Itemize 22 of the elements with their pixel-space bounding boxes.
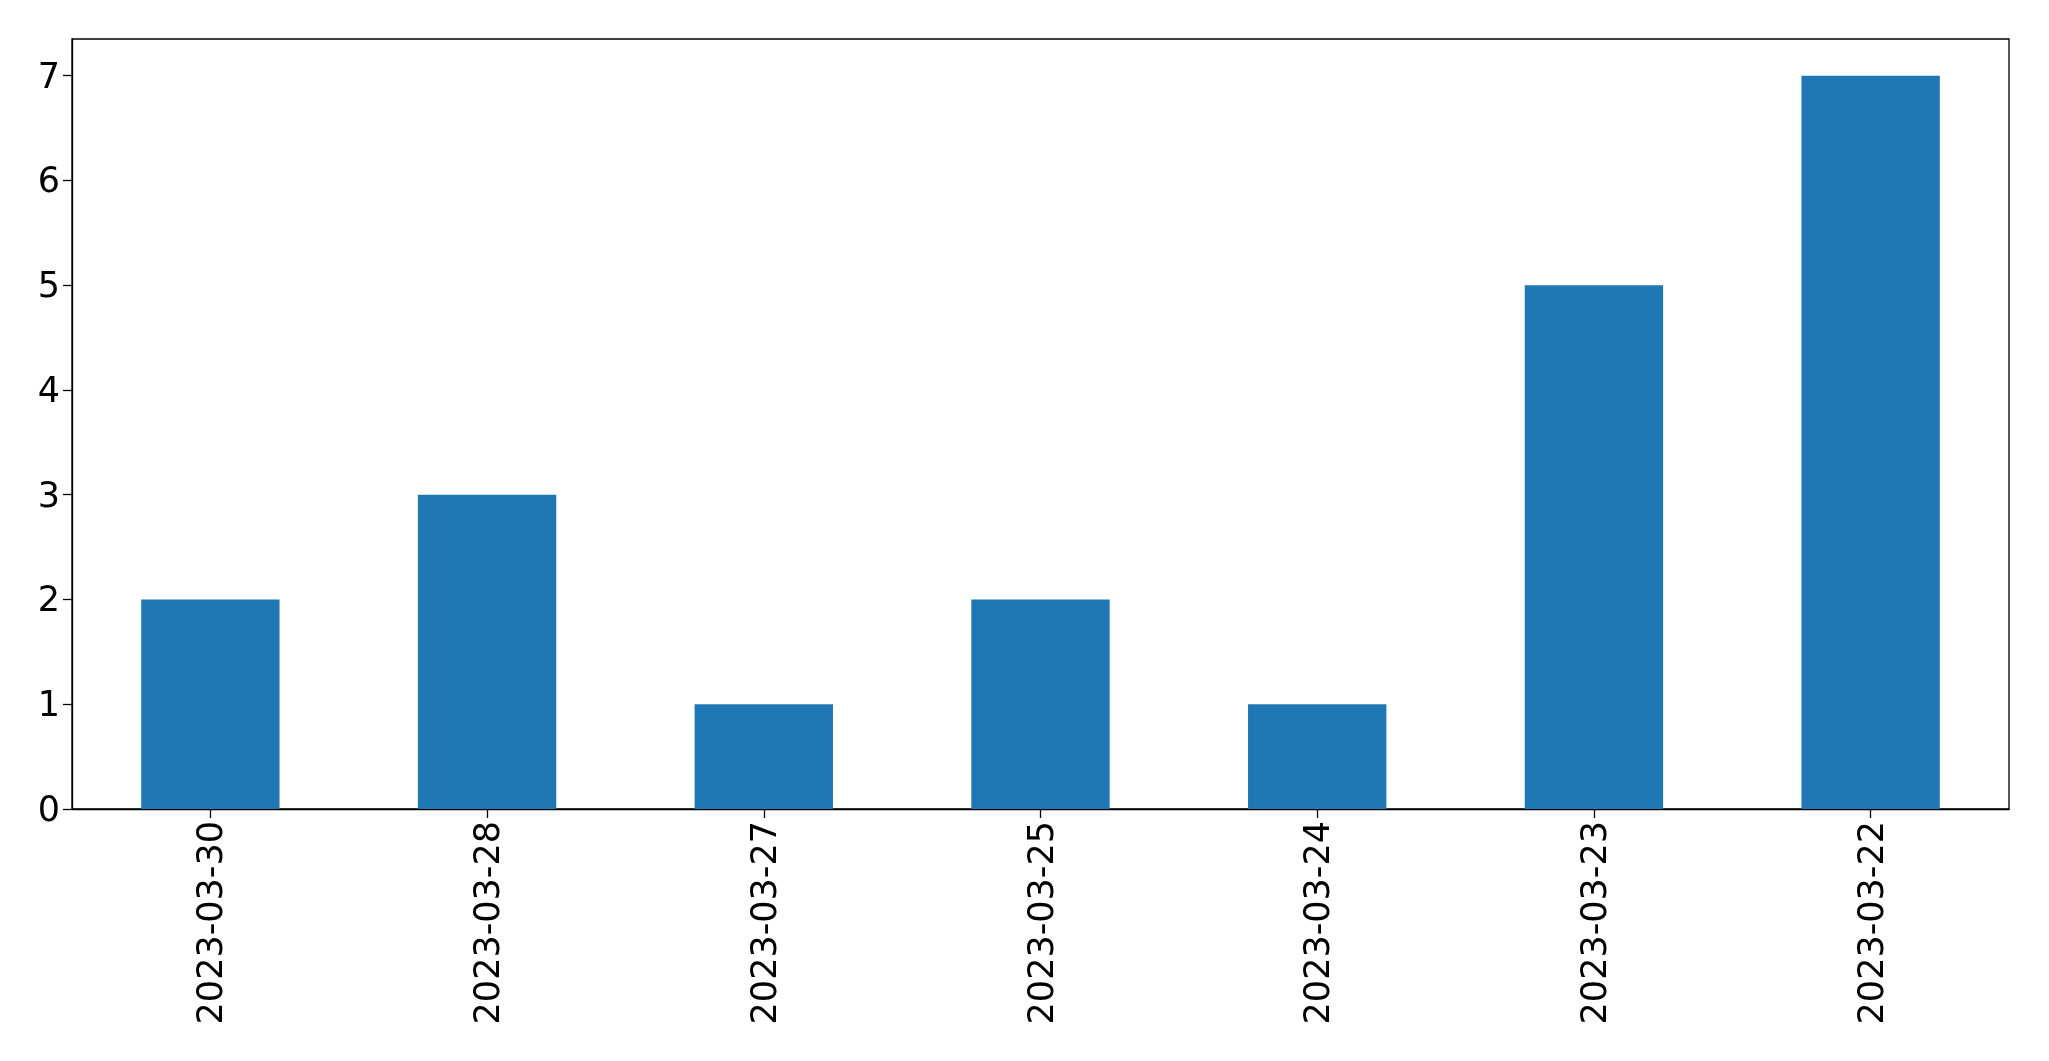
y-tick-label: 7 bbox=[37, 55, 60, 96]
bar bbox=[1248, 704, 1387, 809]
y-tick-label: 5 bbox=[37, 265, 60, 306]
bar bbox=[971, 599, 1110, 809]
bar bbox=[1801, 75, 1940, 809]
x-tick-label: 2023-03-28 bbox=[467, 821, 508, 1025]
x-tick-label: 2023-03-22 bbox=[1850, 821, 1891, 1025]
bar bbox=[141, 599, 280, 809]
bar bbox=[694, 704, 833, 809]
x-tick-label: 2023-03-25 bbox=[1020, 821, 1061, 1025]
y-tick-label: 6 bbox=[37, 160, 60, 201]
y-tick-label: 1 bbox=[37, 684, 60, 725]
x-tick-label: 2023-03-30 bbox=[190, 821, 231, 1025]
y-tick-label: 2 bbox=[37, 579, 60, 620]
bar bbox=[417, 494, 557, 809]
y-tick-label: 3 bbox=[37, 474, 60, 515]
x-tick-label: 2023-03-23 bbox=[1573, 821, 1614, 1025]
x-tick-label: 2023-03-24 bbox=[1297, 821, 1338, 1025]
y-tick-label: 4 bbox=[37, 369, 60, 410]
y-tick-label: 0 bbox=[37, 789, 60, 829]
bar bbox=[1524, 285, 1664, 809]
x-tick-label: 2023-03-27 bbox=[743, 821, 784, 1025]
